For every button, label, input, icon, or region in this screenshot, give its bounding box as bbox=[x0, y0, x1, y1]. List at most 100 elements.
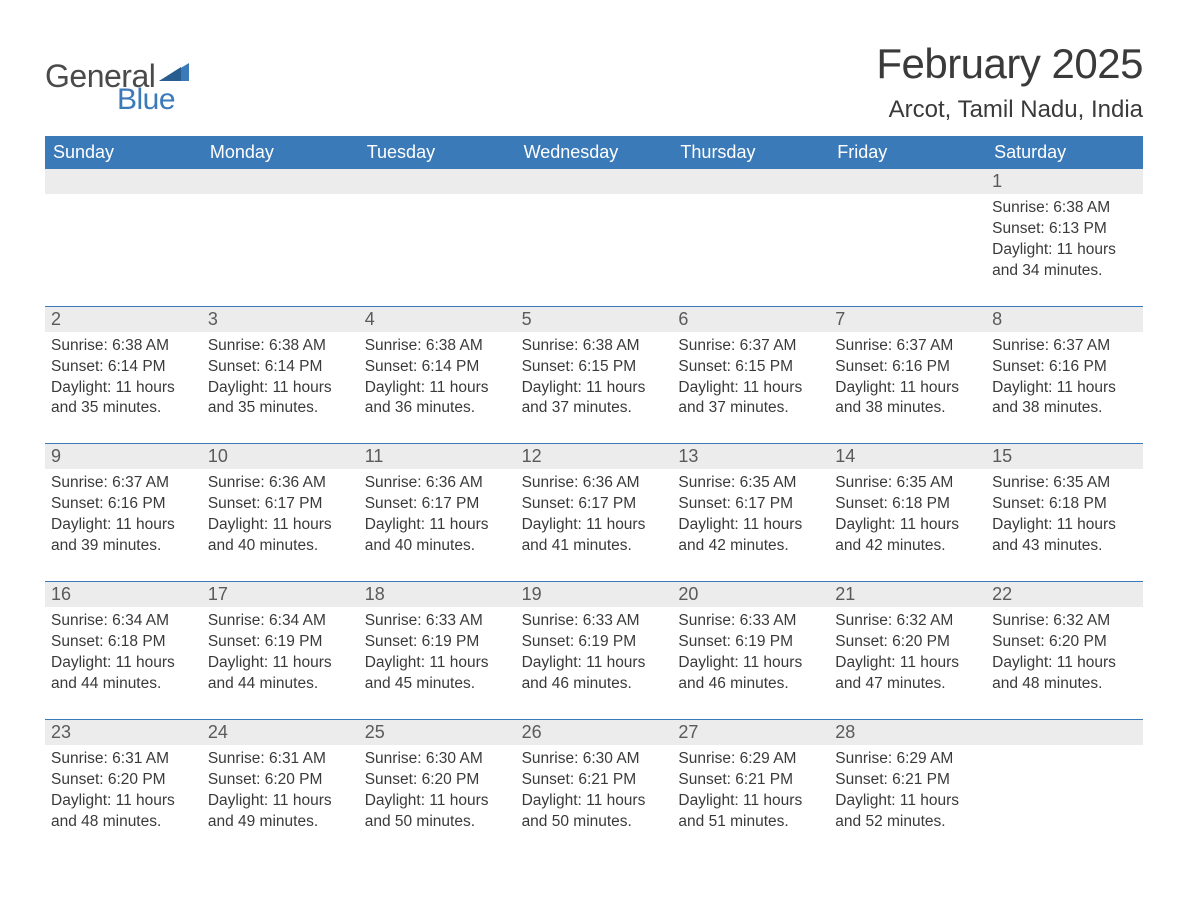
day-detail: Sunrise: 6:36 AMSunset: 6:17 PMDaylight:… bbox=[363, 473, 512, 557]
day-cell: 24Sunrise: 6:31 AMSunset: 6:20 PMDayligh… bbox=[202, 720, 359, 845]
daylight-text: Daylight: 11 hours and 45 minutes. bbox=[365, 653, 510, 695]
day-header-saturday: Saturday bbox=[986, 136, 1143, 169]
day-cell: 1Sunrise: 6:38 AMSunset: 6:13 PMDaylight… bbox=[986, 169, 1143, 294]
sunset-text: Sunset: 6:20 PM bbox=[365, 770, 510, 791]
daylight-text: Daylight: 11 hours and 50 minutes. bbox=[365, 791, 510, 833]
daylight-text: Daylight: 11 hours and 37 minutes. bbox=[522, 378, 667, 420]
day-detail: Sunrise: 6:38 AMSunset: 6:14 PMDaylight:… bbox=[363, 336, 512, 420]
month-title: February 2025 bbox=[876, 40, 1143, 88]
day-detail: Sunrise: 6:36 AMSunset: 6:17 PMDaylight:… bbox=[206, 473, 355, 557]
sunrise-text: Sunrise: 6:34 AM bbox=[51, 611, 196, 632]
day-number bbox=[202, 169, 359, 194]
daylight-text: Daylight: 11 hours and 44 minutes. bbox=[208, 653, 353, 695]
daylight-text: Daylight: 11 hours and 39 minutes. bbox=[51, 515, 196, 557]
day-cell bbox=[829, 169, 986, 294]
sunset-text: Sunset: 6:21 PM bbox=[522, 770, 667, 791]
day-cell: 26Sunrise: 6:30 AMSunset: 6:21 PMDayligh… bbox=[516, 720, 673, 845]
sunset-text: Sunset: 6:18 PM bbox=[835, 494, 980, 515]
day-cell: 20Sunrise: 6:33 AMSunset: 6:19 PMDayligh… bbox=[672, 582, 829, 707]
sunset-text: Sunset: 6:17 PM bbox=[522, 494, 667, 515]
sunrise-text: Sunrise: 6:35 AM bbox=[678, 473, 823, 494]
daylight-text: Daylight: 11 hours and 38 minutes. bbox=[992, 378, 1137, 420]
day-cell: 3Sunrise: 6:38 AMSunset: 6:14 PMDaylight… bbox=[202, 307, 359, 432]
day-number: 28 bbox=[829, 720, 986, 745]
sunrise-text: Sunrise: 6:33 AM bbox=[365, 611, 510, 632]
day-cell: 28Sunrise: 6:29 AMSunset: 6:21 PMDayligh… bbox=[829, 720, 986, 845]
sunrise-text: Sunrise: 6:30 AM bbox=[522, 749, 667, 770]
day-detail: Sunrise: 6:35 AMSunset: 6:18 PMDaylight:… bbox=[833, 473, 982, 557]
sunrise-text: Sunrise: 6:38 AM bbox=[522, 336, 667, 357]
day-header-wednesday: Wednesday bbox=[516, 136, 673, 169]
daylight-text: Daylight: 11 hours and 35 minutes. bbox=[208, 378, 353, 420]
day-cell: 11Sunrise: 6:36 AMSunset: 6:17 PMDayligh… bbox=[359, 444, 516, 569]
day-number: 18 bbox=[359, 582, 516, 607]
day-number: 7 bbox=[829, 307, 986, 332]
day-detail: Sunrise: 6:37 AMSunset: 6:16 PMDaylight:… bbox=[833, 336, 982, 420]
sunrise-text: Sunrise: 6:33 AM bbox=[522, 611, 667, 632]
day-detail: Sunrise: 6:32 AMSunset: 6:20 PMDaylight:… bbox=[990, 611, 1139, 695]
daylight-text: Daylight: 11 hours and 42 minutes. bbox=[678, 515, 823, 557]
daylight-text: Daylight: 11 hours and 35 minutes. bbox=[51, 378, 196, 420]
daylight-text: Daylight: 11 hours and 40 minutes. bbox=[365, 515, 510, 557]
day-number: 15 bbox=[986, 444, 1143, 469]
day-detail: Sunrise: 6:34 AMSunset: 6:18 PMDaylight:… bbox=[49, 611, 198, 695]
day-header-friday: Friday bbox=[829, 136, 986, 169]
day-cell: 7 Sunrise: 6:37 AMSunset: 6:16 PMDaylight… bbox=[829, 307, 986, 432]
day-number: 17 bbox=[202, 582, 359, 607]
daylight-text: Daylight: 11 hours and 41 minutes. bbox=[522, 515, 667, 557]
logo-word2: Blue bbox=[117, 83, 189, 117]
sunset-text: Sunset: 6:14 PM bbox=[51, 357, 196, 378]
day-number: 8 bbox=[986, 307, 1143, 332]
day-number: 26 bbox=[516, 720, 673, 745]
day-detail: Sunrise: 6:33 AMSunset: 6:19 PMDaylight:… bbox=[676, 611, 825, 695]
day-header-thursday: Thursday bbox=[672, 136, 829, 169]
sunrise-text: Sunrise: 6:29 AM bbox=[835, 749, 980, 770]
sunset-text: Sunset: 6:18 PM bbox=[992, 494, 1137, 515]
day-detail: Sunrise: 6:35 AMSunset: 6:18 PMDaylight:… bbox=[990, 473, 1139, 557]
sunset-text: Sunset: 6:19 PM bbox=[208, 632, 353, 653]
day-cell bbox=[672, 169, 829, 294]
daylight-text: Daylight: 11 hours and 46 minutes. bbox=[678, 653, 823, 695]
day-header-tuesday: Tuesday bbox=[359, 136, 516, 169]
daylight-text: Daylight: 11 hours and 36 minutes. bbox=[365, 378, 510, 420]
sunset-text: Sunset: 6:21 PM bbox=[678, 770, 823, 791]
daylight-text: Daylight: 11 hours and 52 minutes. bbox=[835, 791, 980, 833]
sunrise-text: Sunrise: 6:33 AM bbox=[678, 611, 823, 632]
day-detail: Sunrise: 6:38 AMSunset: 6:14 PMDaylight:… bbox=[49, 336, 198, 420]
sunset-text: Sunset: 6:19 PM bbox=[365, 632, 510, 653]
day-detail: Sunrise: 6:38 AMSunset: 6:14 PMDaylight:… bbox=[206, 336, 355, 420]
sunrise-text: Sunrise: 6:37 AM bbox=[835, 336, 980, 357]
sunrise-text: Sunrise: 6:37 AM bbox=[992, 336, 1137, 357]
day-number: 16 bbox=[45, 582, 202, 607]
sunrise-text: Sunrise: 6:35 AM bbox=[835, 473, 980, 494]
day-detail: Sunrise: 6:31 AMSunset: 6:20 PMDaylight:… bbox=[49, 749, 198, 833]
day-cell: 8Sunrise: 6:37 AMSunset: 6:16 PMDaylight… bbox=[986, 307, 1143, 432]
sunrise-text: Sunrise: 6:36 AM bbox=[365, 473, 510, 494]
logo-triangle-icon bbox=[159, 59, 189, 81]
daylight-text: Daylight: 11 hours and 38 minutes. bbox=[835, 378, 980, 420]
daylight-text: Daylight: 11 hours and 43 minutes. bbox=[992, 515, 1137, 557]
day-number bbox=[829, 169, 986, 194]
day-cell bbox=[202, 169, 359, 294]
daylight-text: Daylight: 11 hours and 49 minutes. bbox=[208, 791, 353, 833]
daylight-text: Daylight: 11 hours and 48 minutes. bbox=[992, 653, 1137, 695]
day-number: 12 bbox=[516, 444, 673, 469]
sunset-text: Sunset: 6:15 PM bbox=[678, 357, 823, 378]
sunrise-text: Sunrise: 6:38 AM bbox=[51, 336, 196, 357]
day-cell bbox=[516, 169, 673, 294]
day-cell: 13Sunrise: 6:35 AMSunset: 6:17 PMDayligh… bbox=[672, 444, 829, 569]
day-detail: Sunrise: 6:32 AMSunset: 6:20 PMDaylight:… bbox=[833, 611, 982, 695]
day-cell: 18 Sunrise: 6:33 AMSunset: 6:19 PMDayligh… bbox=[359, 582, 516, 707]
location: Arcot, Tamil Nadu, India bbox=[876, 96, 1143, 124]
daylight-text: Daylight: 11 hours and 37 minutes. bbox=[678, 378, 823, 420]
daylight-text: Daylight: 11 hours and 34 minutes. bbox=[992, 240, 1137, 282]
day-number: 25 bbox=[359, 720, 516, 745]
day-number bbox=[359, 169, 516, 194]
sunrise-text: Sunrise: 6:32 AM bbox=[835, 611, 980, 632]
week-row: 1Sunrise: 6:38 AMSunset: 6:13 PMDaylight… bbox=[45, 169, 1143, 294]
sunrise-text: Sunrise: 6:34 AM bbox=[208, 611, 353, 632]
day-cell: 17 Sunrise: 6:34 AMSunset: 6:19 PMDayligh… bbox=[202, 582, 359, 707]
sunset-text: Sunset: 6:20 PM bbox=[208, 770, 353, 791]
day-detail: Sunrise: 6:31 AMSunset: 6:20 PMDaylight:… bbox=[206, 749, 355, 833]
day-number: 1 bbox=[986, 169, 1143, 194]
